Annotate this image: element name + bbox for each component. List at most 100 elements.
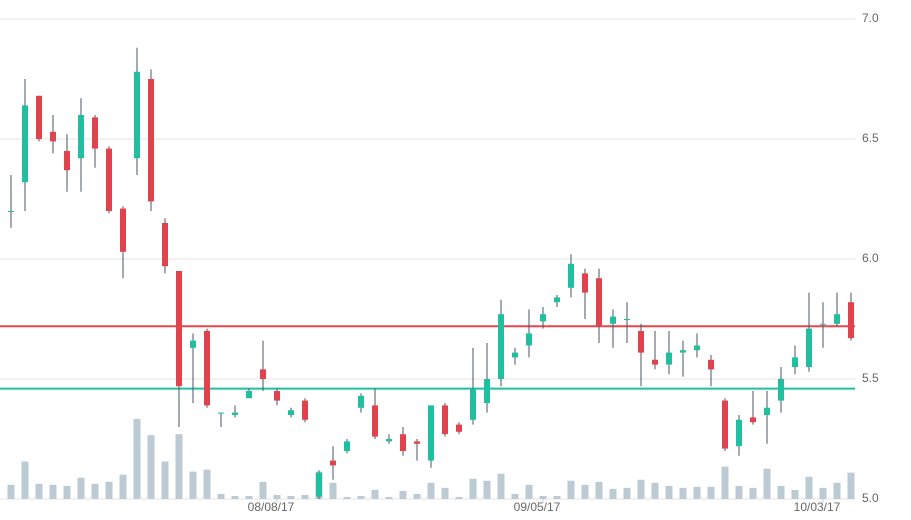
volume-bar xyxy=(217,493,225,499)
volume-bar xyxy=(273,494,281,499)
candle-body xyxy=(218,412,224,414)
volume-bar xyxy=(63,485,71,499)
candle-body xyxy=(484,379,490,403)
candle-body xyxy=(820,323,826,325)
volume-bar xyxy=(7,484,15,499)
candle-body xyxy=(148,79,154,202)
candle-body xyxy=(680,350,686,353)
candle-body xyxy=(526,333,532,346)
candle-body xyxy=(456,424,462,432)
volume-bar xyxy=(105,481,113,499)
volume-bar xyxy=(665,485,673,499)
candle-body xyxy=(330,460,336,466)
volume-bar xyxy=(245,495,253,499)
candle-body xyxy=(260,369,266,379)
volume-bar xyxy=(553,495,561,499)
candle-body xyxy=(190,340,196,348)
candle-body xyxy=(806,328,812,367)
candle-body xyxy=(708,359,714,370)
candle-body xyxy=(470,388,476,420)
volume-bar xyxy=(119,474,127,499)
x-tick-label: 08/08/17 xyxy=(248,500,295,514)
candle-body xyxy=(428,405,434,461)
volume-bar xyxy=(427,482,435,499)
candle-body xyxy=(120,208,126,252)
volume-bar xyxy=(175,434,183,499)
volume-bar xyxy=(511,493,519,499)
volume-bar xyxy=(777,485,785,499)
volume-bar xyxy=(77,477,85,499)
volume-bar xyxy=(35,483,43,499)
volume-bar xyxy=(833,482,841,499)
candle-body xyxy=(414,441,420,444)
y-tick-label: 7.0 xyxy=(862,11,879,25)
volume-bar xyxy=(581,484,589,499)
candle-body xyxy=(610,316,616,324)
volume-bar xyxy=(455,496,463,499)
volume-bar xyxy=(707,486,715,499)
volume-bar xyxy=(91,483,99,499)
candle-body xyxy=(344,441,350,451)
volume-bar xyxy=(497,473,505,499)
candle-body xyxy=(834,314,840,324)
volume-bar xyxy=(371,489,379,499)
y-tick-label: 5.0 xyxy=(862,491,879,505)
volume-bar xyxy=(805,476,813,499)
candle-body xyxy=(400,434,406,451)
candle-body xyxy=(498,314,504,379)
volume-bar xyxy=(441,487,449,499)
candle-body xyxy=(162,223,168,267)
candle-body xyxy=(694,345,700,351)
volume-bar xyxy=(539,495,547,499)
x-tick-label: 09/05/17 xyxy=(514,500,561,514)
volume-bar xyxy=(343,496,351,499)
volume-bar xyxy=(679,487,687,499)
candle-body xyxy=(792,357,798,367)
volume-bar xyxy=(413,493,421,499)
volume-bar xyxy=(147,435,155,499)
volume-bar xyxy=(357,495,365,499)
candle-body xyxy=(22,105,28,183)
y-tick-label: 6.5 xyxy=(862,131,879,145)
candle-body xyxy=(596,278,602,327)
candle-body xyxy=(372,405,378,437)
candle-body xyxy=(568,263,574,288)
candle-body xyxy=(92,117,98,149)
volume-bar xyxy=(287,495,295,499)
volume-bar xyxy=(301,494,309,499)
volume-bar xyxy=(525,484,533,499)
candle-body xyxy=(288,410,294,415)
volume-bar xyxy=(259,481,267,499)
y-tick-label: 6.0 xyxy=(862,251,879,265)
candle-body xyxy=(736,419,742,447)
volume-bar xyxy=(49,484,57,499)
volume-bar xyxy=(203,469,211,499)
y-tick-label: 5.5 xyxy=(862,371,879,385)
volume-bar xyxy=(693,486,701,499)
candle-body xyxy=(638,331,644,353)
candle-body xyxy=(442,405,448,435)
volume-bar xyxy=(651,482,659,499)
candle-body xyxy=(246,391,252,399)
candle-body xyxy=(554,297,560,303)
volume-bar xyxy=(329,482,337,499)
candle-body xyxy=(78,115,84,159)
volume-bar xyxy=(469,478,477,499)
volume-bar xyxy=(791,489,799,499)
volume-bar xyxy=(735,485,743,499)
candle-body xyxy=(134,71,140,159)
candle-body xyxy=(722,400,728,449)
volume-bar xyxy=(231,495,239,499)
candle-body xyxy=(232,412,238,415)
volume-bar xyxy=(819,487,827,499)
candle-body xyxy=(778,379,784,401)
candle-body xyxy=(8,211,14,212)
candle-body xyxy=(540,314,546,322)
volume-bar xyxy=(763,468,771,499)
candle-body xyxy=(204,331,210,406)
volume-bar xyxy=(595,481,603,499)
volume-bar xyxy=(567,480,575,499)
x-tick-label: 10/03/17 xyxy=(794,500,841,514)
